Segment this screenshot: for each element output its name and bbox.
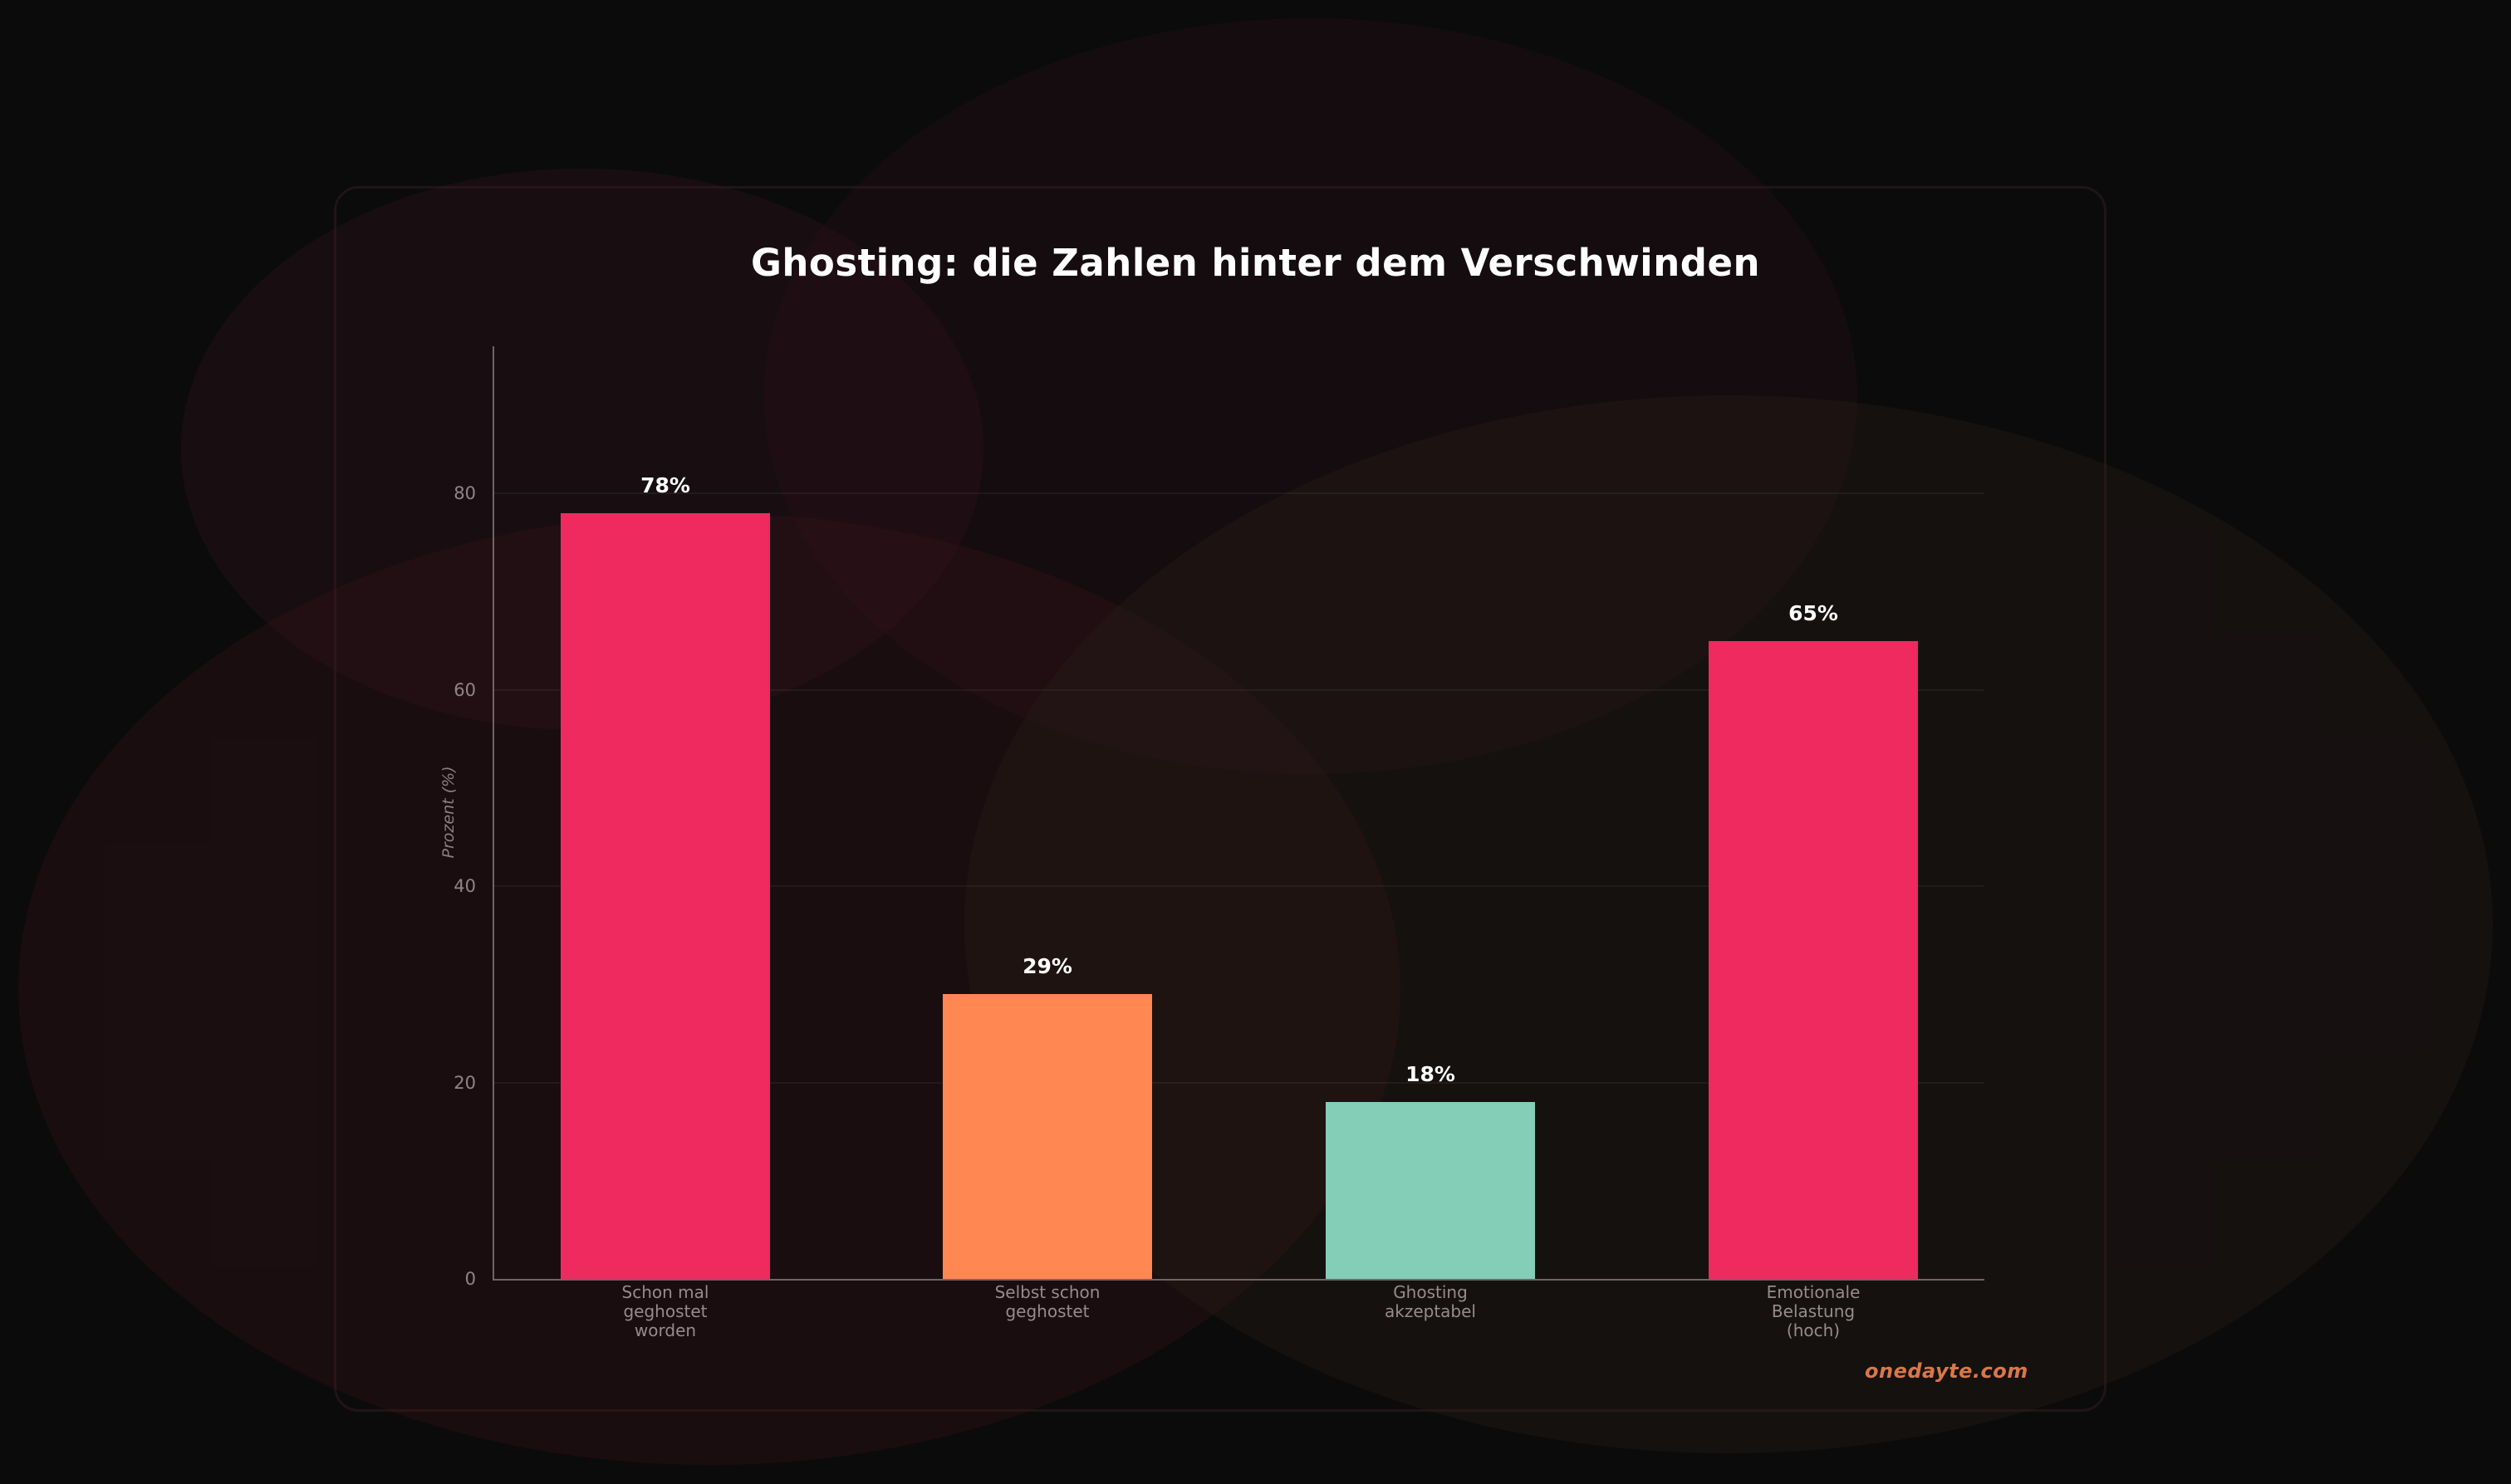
x-tick-label: Selbst schon geghostet: [994, 1282, 1101, 1321]
gridline: [494, 1081, 1984, 1084]
x-tick-label: Emotionale Belastung (hoch): [1766, 1282, 1861, 1340]
bar-value-label: 78%: [640, 473, 690, 497]
bar-value-label: 18%: [1405, 1062, 1455, 1087]
chart-card: [334, 186, 2106, 1412]
gridline: [494, 688, 1984, 691]
y-tick-label: 40: [454, 876, 476, 897]
gridline: [494, 492, 1984, 495]
bar: [1709, 640, 1918, 1279]
chart-title: Ghosting: die Zahlen hinter dem Verschwi…: [750, 241, 1761, 285]
gridline: [494, 885, 1984, 888]
y-tick-label: 0: [464, 1269, 476, 1289]
y-tick-label: 60: [454, 679, 476, 700]
x-tick-label: Schon mal geghostet worden: [621, 1282, 709, 1340]
y-axis-label: Prozent (%): [439, 766, 458, 859]
bar-value-label: 65%: [1788, 600, 1838, 625]
bar: [943, 994, 1152, 1279]
x-tick-label: Ghosting akzeptabel: [1385, 1282, 1476, 1321]
y-axis: [493, 346, 494, 1279]
plot-area: 0 20 40 60 80 78% 29% 18% 65%: [454, 346, 1984, 1289]
x-axis: [493, 1279, 1984, 1281]
y-tick-label: 80: [454, 483, 476, 504]
y-tick-label: 20: [454, 1072, 476, 1093]
bar: [1326, 1102, 1535, 1279]
brand-watermark: onedayte.com: [1865, 1359, 2028, 1383]
bar: [561, 512, 770, 1279]
bar-value-label: 29%: [1023, 954, 1072, 979]
